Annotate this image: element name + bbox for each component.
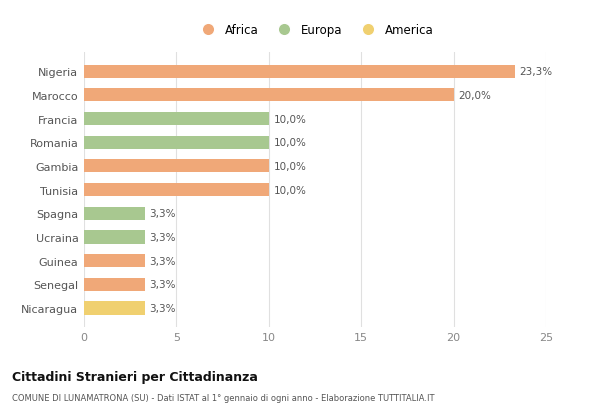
Text: 3,3%: 3,3%	[149, 303, 176, 313]
Bar	[84, 160, 269, 173]
Text: 10,0%: 10,0%	[274, 138, 306, 148]
Text: 10,0%: 10,0%	[274, 115, 306, 124]
Text: 3,3%: 3,3%	[149, 280, 176, 290]
Bar	[84, 254, 145, 267]
Bar	[84, 137, 269, 149]
Text: Cittadini Stranieri per Cittadinanza: Cittadini Stranieri per Cittadinanza	[12, 370, 258, 383]
Text: 3,3%: 3,3%	[149, 232, 176, 243]
Bar	[84, 113, 269, 126]
Legend: Africa, Europa, America: Africa, Europa, America	[193, 21, 437, 41]
Bar	[84, 231, 145, 244]
Text: 10,0%: 10,0%	[274, 162, 306, 171]
Bar	[84, 302, 145, 315]
Text: 3,3%: 3,3%	[149, 256, 176, 266]
Bar	[84, 184, 269, 197]
Text: COMUNE DI LUNAMATRONA (SU) - Dati ISTAT al 1° gennaio di ogni anno - Elaborazion: COMUNE DI LUNAMATRONA (SU) - Dati ISTAT …	[12, 393, 434, 402]
Bar	[84, 65, 515, 79]
Text: 20,0%: 20,0%	[458, 91, 491, 101]
Bar	[84, 278, 145, 291]
Text: 10,0%: 10,0%	[274, 185, 306, 195]
Bar	[84, 207, 145, 220]
Text: 3,3%: 3,3%	[149, 209, 176, 219]
Text: 23,3%: 23,3%	[519, 67, 553, 77]
Bar	[84, 89, 454, 102]
